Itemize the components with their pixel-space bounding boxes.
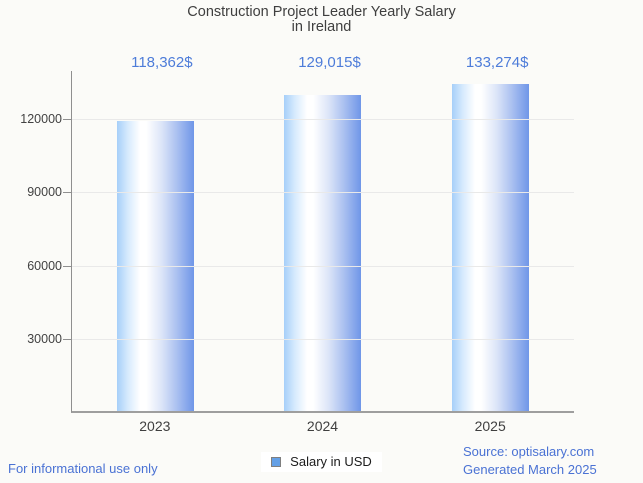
legend-item: Salary in USD xyxy=(261,452,382,472)
generated-date-line: Generated March 2025 xyxy=(463,461,597,477)
y-tick-mark xyxy=(63,118,71,120)
legend: Salary in USD xyxy=(0,452,643,472)
legend-swatch-icon xyxy=(271,457,282,467)
bar-value-labels: 118,362$ 129,015$ 133,274$ xyxy=(71,55,574,73)
x-axis-label: 2023 xyxy=(139,418,171,434)
source-attribution: Source: optisalary.com Generated March 2… xyxy=(463,443,597,478)
x-axis-label: 2024 xyxy=(306,418,339,434)
y-tick-label: 60000 xyxy=(27,258,62,273)
chart-title: Construction Project Leader Yearly Salar… xyxy=(0,5,643,35)
y-tick-label: 30000 xyxy=(27,332,62,347)
grid-line xyxy=(72,192,574,194)
disclaimer-note: For informational use only xyxy=(8,461,158,476)
y-tick-label: 120000 xyxy=(20,111,62,126)
y-tick-mark xyxy=(63,265,71,267)
grid-line xyxy=(72,118,574,120)
bar xyxy=(284,94,362,411)
bar-slot xyxy=(72,71,239,411)
plot-area xyxy=(71,71,574,413)
legend-label: Salary in USD xyxy=(290,454,372,469)
chart-title-line-1: Construction Project Leader Yearly Salar… xyxy=(187,4,456,20)
grid-line xyxy=(72,265,574,267)
bar xyxy=(451,84,529,411)
x-axis-labels: 2023 2024 2025 xyxy=(71,419,574,435)
bar-slot xyxy=(239,71,406,411)
bar-value-label: 129,015$ xyxy=(298,54,361,71)
bar-value-label: 118,362$ xyxy=(131,54,193,71)
y-tick-label: 90000 xyxy=(27,185,62,200)
chart-title-line-2: in Ireland xyxy=(291,19,352,35)
bar-slot xyxy=(407,71,574,411)
y-tick-mark xyxy=(63,339,71,341)
grid-line xyxy=(72,339,574,341)
x-axis-label: 2025 xyxy=(474,418,506,434)
y-tick-mark xyxy=(63,192,71,194)
bars-row xyxy=(72,71,574,411)
source-line: Source: optisalary.com xyxy=(463,444,595,459)
bar-value-label: 133,274$ xyxy=(465,54,529,71)
